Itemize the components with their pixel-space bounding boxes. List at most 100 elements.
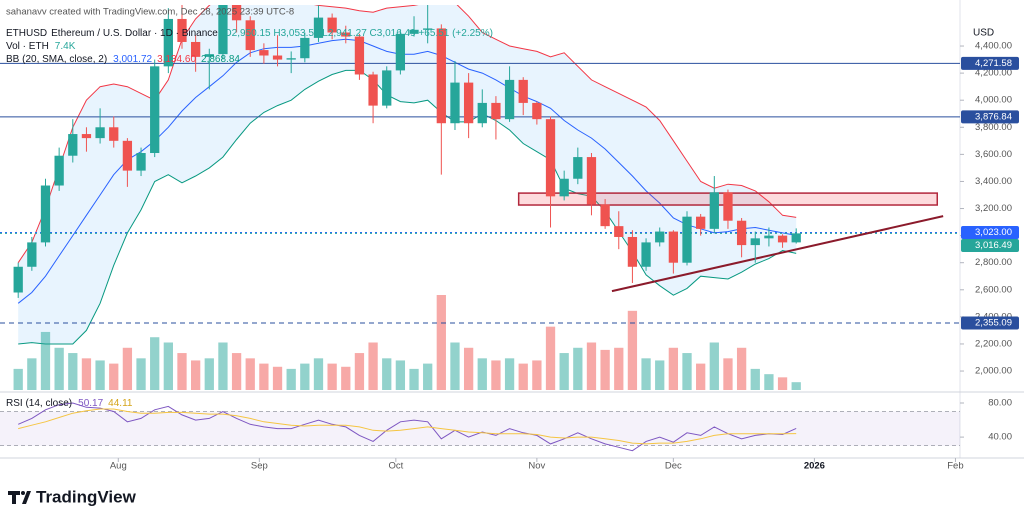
rsi-legend: RSI (14, close) 50.17 44.11 [6, 398, 133, 409]
volume-bar [436, 295, 446, 390]
candle-body [627, 236, 638, 267]
volume-bar [477, 358, 487, 390]
volume-bar [218, 342, 228, 390]
candle-body [341, 32, 351, 37]
volume-bar [68, 353, 78, 390]
volume-bar [54, 347, 64, 390]
volume-bar [791, 382, 801, 390]
candle-body [614, 226, 624, 237]
candle-body [641, 242, 651, 267]
candle-body [423, 28, 433, 30]
rsi-value: 50.17 [78, 398, 103, 409]
candle-body [286, 58, 296, 60]
volume-bar [245, 358, 255, 390]
candle-body [750, 238, 760, 246]
y-tick-label: 4,400.00 [975, 41, 1012, 52]
volume-bar [491, 360, 501, 390]
volume-bar [532, 360, 542, 390]
candle-body [68, 134, 78, 156]
candle-body [218, 5, 228, 55]
rsi-title: RSI (14, close) [6, 398, 72, 409]
candle-body [723, 192, 733, 221]
candle-body [436, 28, 446, 124]
volume-bar [231, 353, 242, 390]
candle-body [40, 185, 51, 243]
candle-body [518, 79, 528, 103]
volume-bar [423, 363, 433, 390]
volume-bar [655, 360, 665, 390]
volume-bar [81, 358, 92, 390]
x-tick-label: Nov [528, 461, 545, 472]
y-tick-label: 4,200.00 [975, 68, 1012, 79]
volume-bar [641, 358, 651, 390]
candle-body [586, 157, 597, 205]
price-label: 4,271.58 [975, 58, 1012, 69]
price-label: 3,023.00 [975, 227, 1012, 238]
volume-bar [586, 342, 597, 390]
x-tick-label: Oct [388, 461, 403, 472]
rsi-ma-value: 44.11 [108, 398, 133, 409]
bb-lower-value: 2,868.84 [201, 54, 240, 65]
y-tick-label: 3,800.00 [975, 122, 1012, 133]
candle-body [491, 102, 501, 120]
volume-bar [109, 363, 119, 390]
candle-body [27, 242, 37, 267]
candle-body [477, 102, 487, 124]
candle-body [382, 70, 392, 106]
volume-bar [95, 360, 105, 390]
candle-body [573, 157, 583, 179]
volume-value: 7.4K [55, 41, 76, 52]
volume-bar [136, 358, 146, 390]
candle-body [409, 29, 419, 34]
logo-mark [8, 491, 31, 504]
volume-bar [286, 368, 296, 390]
candle-body [545, 119, 556, 197]
volume-bar [777, 377, 788, 390]
volume-bar [764, 374, 774, 390]
volume-bar [354, 353, 365, 390]
bb-basis [17, 38, 797, 304]
candle-body [13, 266, 23, 293]
trendline [611, 215, 944, 293]
title: Ethereum / U.S. Dollar · 1D · Binance [51, 28, 218, 39]
bb-lower [18, 69, 797, 345]
symbol: ETHUSD [6, 28, 47, 39]
candle-body [368, 74, 378, 106]
candle-body [764, 235, 774, 239]
brand-logo: TradingView [8, 487, 137, 506]
y-tick-label: 3,600.00 [975, 149, 1012, 160]
volume-bar [559, 353, 569, 390]
y-tick-label: 3,400.00 [975, 176, 1012, 187]
brand-name: TradingView [36, 487, 137, 506]
candle-body [395, 33, 406, 71]
candle-body [109, 127, 119, 141]
x-tick-label: 2026 [804, 461, 825, 472]
volume-bar [300, 363, 310, 390]
bb-legend: BB (20, SMA, close, 2) 3,001.72 3,134.60 2,… [6, 54, 240, 65]
price-label: 2,355.09 [975, 317, 1012, 328]
price-label-box [961, 239, 1019, 253]
volume-bar [163, 342, 173, 390]
volume-bar [504, 358, 515, 390]
x-tick-label: Aug [110, 461, 127, 472]
candle-body [532, 102, 542, 120]
volume-bar [204, 358, 214, 390]
volume-bar [313, 358, 324, 390]
volume-bar [518, 363, 528, 390]
price-label: 3,876.84 [975, 111, 1012, 122]
volume-bar [614, 347, 624, 390]
candle-body [95, 127, 105, 139]
candle-body [655, 231, 665, 243]
candle-body [245, 20, 255, 51]
volume-bar [682, 353, 692, 390]
volume-bar [122, 347, 133, 390]
legend: sahanavv created with TradingView.com, D… [6, 7, 994, 409]
volume-bar [409, 368, 419, 390]
volume-bar [463, 347, 474, 390]
candle-body [300, 37, 310, 59]
logo-dot [21, 491, 25, 495]
y-tick-label: 2,000.00 [975, 366, 1012, 377]
volume-bar [709, 342, 719, 390]
candle-body [54, 155, 64, 186]
